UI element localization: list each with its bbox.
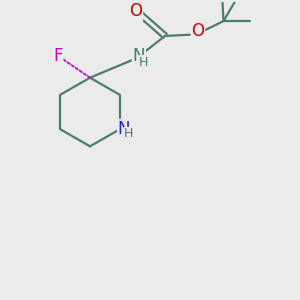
Text: O: O	[191, 22, 205, 40]
Text: F: F	[53, 47, 63, 65]
Text: H: H	[124, 128, 134, 140]
Text: N: N	[118, 120, 130, 138]
Text: O: O	[129, 2, 142, 20]
Text: H: H	[138, 56, 148, 69]
Text: N: N	[133, 47, 145, 65]
